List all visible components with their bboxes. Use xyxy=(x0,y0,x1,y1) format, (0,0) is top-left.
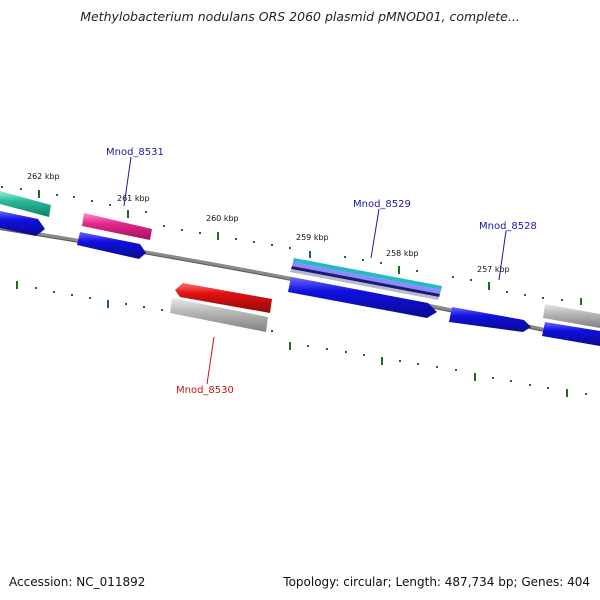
accession-label: Accession: NC_011892 xyxy=(9,575,146,589)
leader-line-mnod-8529 xyxy=(370,208,380,259)
tick-label-262kbp: 262 kbp xyxy=(27,172,60,181)
leader-line-mnod-8531 xyxy=(123,156,132,207)
leader-line-mnod-8528 xyxy=(498,230,507,281)
tick-label-260kbp: 260 kbp xyxy=(206,214,239,223)
cds-arrow-8529[interactable] xyxy=(288,277,437,318)
cds-arrow-8531[interactable] xyxy=(77,232,146,259)
topology-summary: Topology: circular; Length: 487,734 bp; … xyxy=(283,575,590,589)
tick-label-258kbp: 258 kbp xyxy=(386,249,419,258)
tick-label-261kbp: 261 kbp xyxy=(117,194,150,203)
page-title: Methylobacterium nodulans ORS 2060 plasm… xyxy=(80,9,520,24)
gene-label-mnod-8530[interactable]: Mnod_8530 xyxy=(176,385,234,396)
cds-arrow-8528[interactable] xyxy=(449,307,531,332)
tick-label-257kbp: 257 kbp xyxy=(477,265,510,274)
tick-label-259kbp: 259 kbp xyxy=(296,233,329,242)
gene-label-mnod-8528[interactable]: Mnod_8528 xyxy=(479,221,537,232)
gene-stack-mnod-8529[interactable] xyxy=(290,258,442,300)
cds-arrow-left[interactable] xyxy=(0,211,45,236)
gene-gray-mnod-8530[interactable] xyxy=(170,298,268,332)
gene-gray-right[interactable] xyxy=(543,304,600,328)
cds-arrow-mnod-8530[interactable] xyxy=(175,283,272,313)
gene-label-mnod-8531[interactable]: Mnod_8531 xyxy=(106,147,164,158)
gene-label-mnod-8529[interactable]: Mnod_8529 xyxy=(353,199,411,210)
gene-pink-mnod-8531[interactable] xyxy=(82,213,152,240)
leader-line-mnod-8530 xyxy=(206,336,215,385)
outer-tick-row xyxy=(1,186,582,305)
inner-tick-row xyxy=(16,281,587,397)
cds-arrow-right[interactable] xyxy=(542,322,600,346)
gene-teal-left[interactable] xyxy=(0,191,51,217)
